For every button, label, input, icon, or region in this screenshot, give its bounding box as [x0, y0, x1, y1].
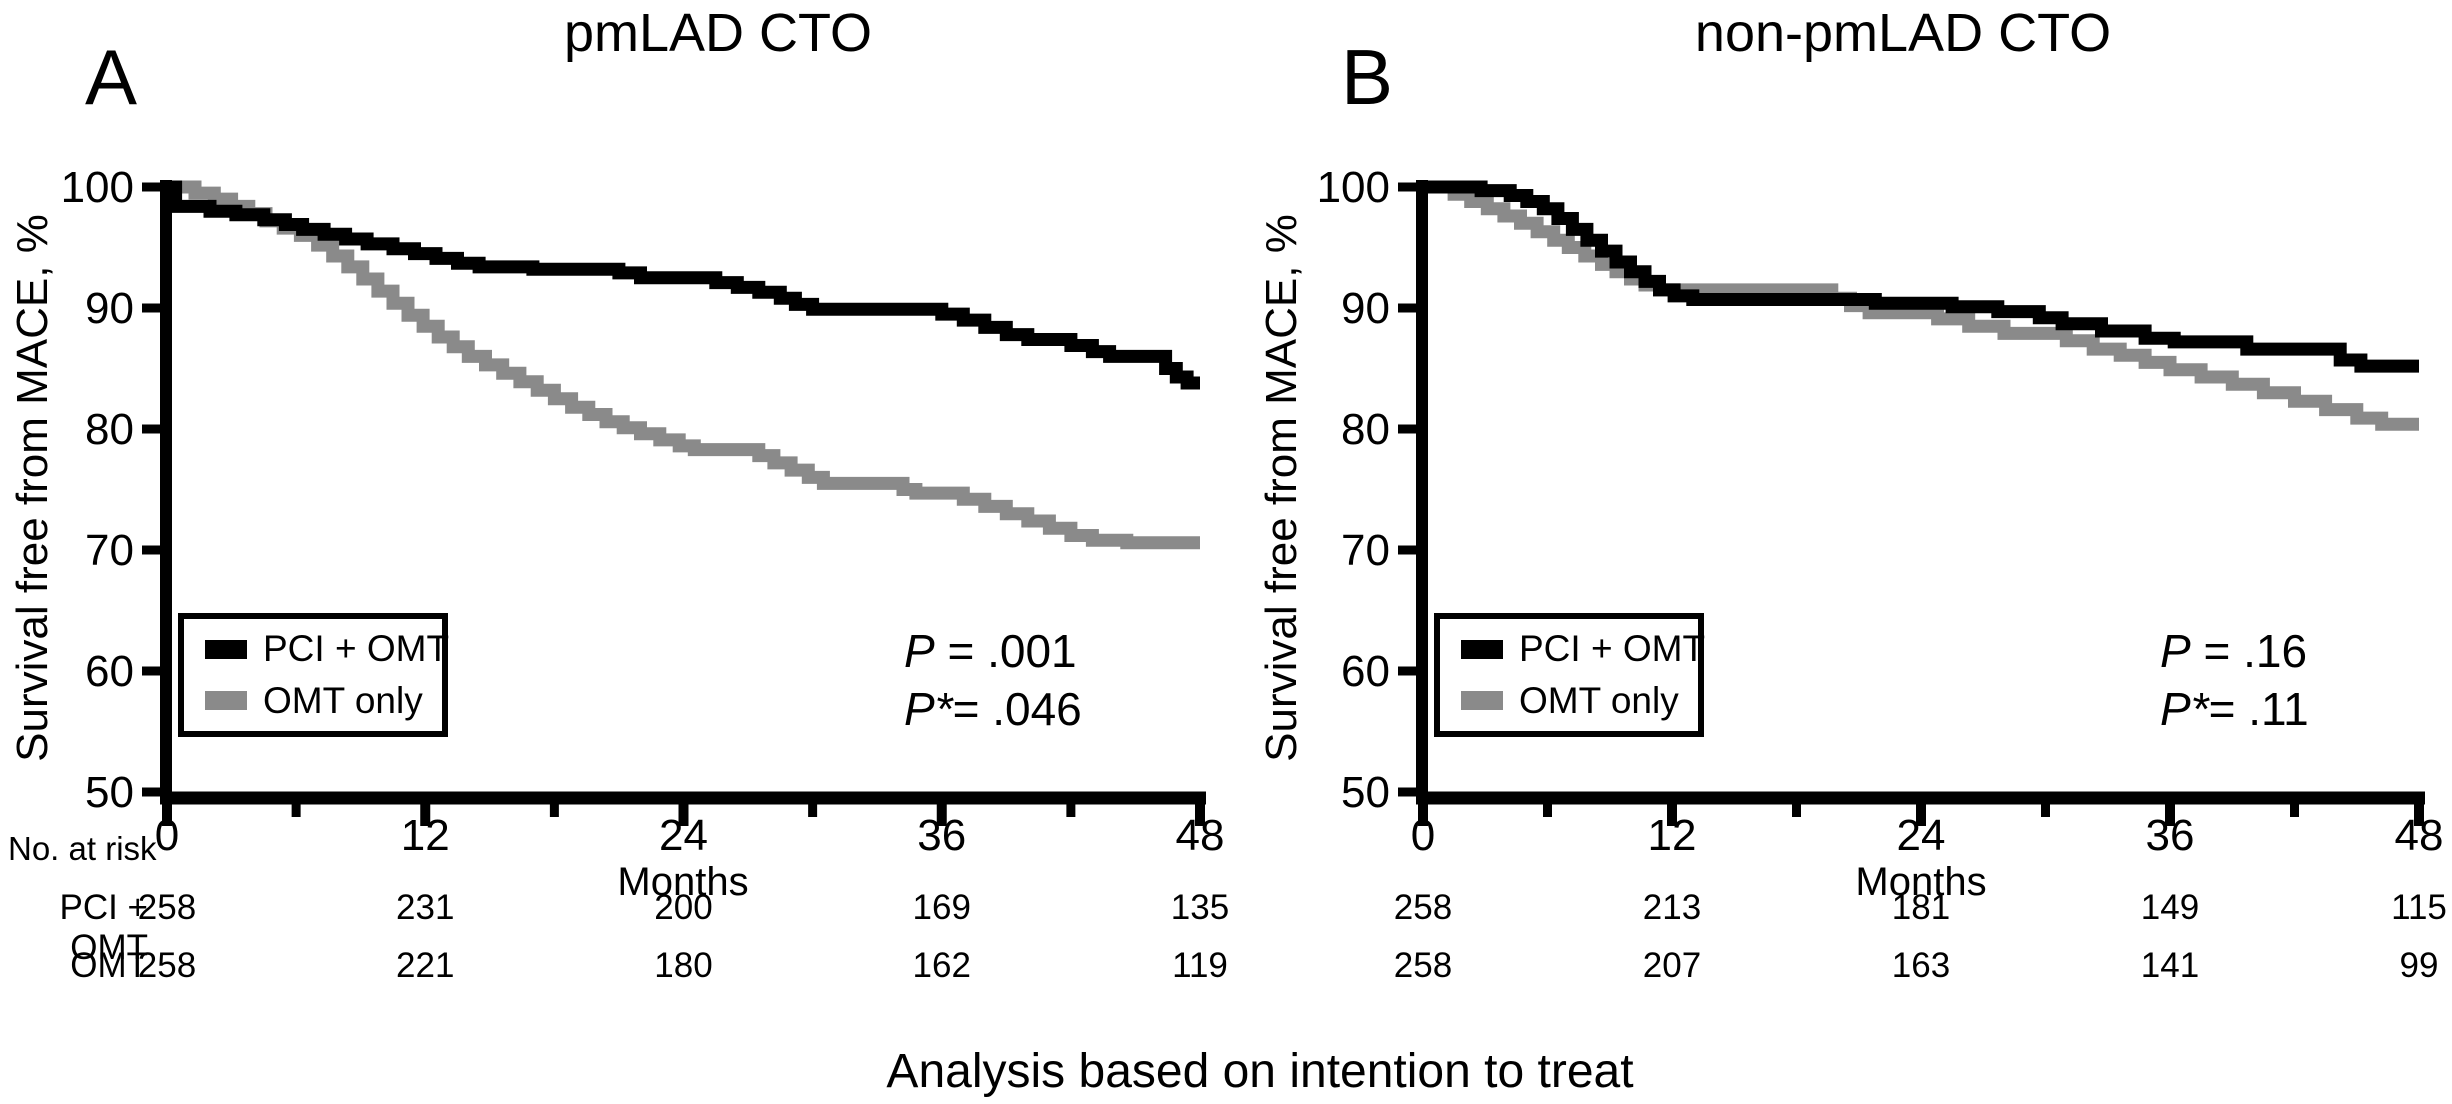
x-tick-label: 24 — [659, 811, 708, 860]
risk-value: 258 — [1393, 888, 1453, 927]
risk-value: 141 — [2140, 946, 2200, 985]
omt-only-swatch-icon — [1461, 691, 1503, 711]
risk-table-header: No. at risk — [8, 830, 157, 867]
y-tick-label: 60 — [85, 647, 134, 696]
pvalue-text: = .046 — [952, 683, 1082, 735]
pvalue-symbol: P — [904, 625, 935, 677]
pvalue-text: = .11 — [2208, 683, 2309, 735]
x-tick-label: 24 — [1897, 811, 1946, 860]
legend-item-label: OMT only — [263, 679, 423, 721]
y-tick-label: 100 — [61, 163, 134, 212]
pvalue-line: P*= .11 — [2160, 680, 2309, 738]
risk-value: 213 — [1642, 888, 1702, 927]
panel-b-letter: B — [1341, 33, 1394, 121]
legend-item-label: OMT only — [1519, 679, 1679, 721]
x-tick-label: 36 — [2146, 811, 2195, 860]
panel-a-letter: A — [85, 33, 138, 121]
risk-value: 149 — [2140, 888, 2200, 927]
x-tick-label: 48 — [1176, 811, 1225, 860]
risk-value: 99 — [2399, 946, 2439, 985]
x-tick-label: 0 — [1411, 811, 1435, 860]
pvalue-line: P = .001 — [904, 622, 1082, 680]
risk-value: 258 — [137, 946, 197, 985]
risk-value: 119 — [1172, 946, 1228, 985]
y-tick-label: 100 — [1317, 163, 1390, 212]
legend-item-label: PCI + OMT — [1519, 628, 1706, 670]
legend-item-pci-omt: PCI + OMT — [184, 628, 449, 670]
pvalue-symbol: P — [2160, 625, 2191, 677]
x-tick-label: 48 — [2395, 811, 2444, 860]
pci-omt-swatch-icon — [205, 639, 247, 659]
y-tick-label: 60 — [1341, 647, 1390, 696]
pci-omt-swatch-icon — [1461, 639, 1503, 659]
x-tick-label: 36 — [917, 811, 966, 860]
risk-value: 207 — [1642, 946, 1702, 985]
y-tick-label: 50 — [1341, 768, 1390, 817]
survival-curve-pci-omt — [167, 180, 1200, 390]
risk-value: 258 — [137, 888, 197, 927]
survival-curve-pci-omt — [1423, 180, 2419, 373]
pvalue-text: = .001 — [934, 625, 1077, 677]
pvalue-symbol: P* — [904, 683, 953, 735]
y-tick-label: 80 — [85, 405, 134, 454]
y-tick-label: 50 — [85, 768, 134, 817]
pvalue-line: P*= .046 — [904, 680, 1082, 738]
figure-caption: Analysis based on intention to treat — [886, 1045, 1634, 1098]
panel-a-pvalues: P = .001 P*= .046 — [904, 622, 1082, 738]
risk-value: 169 — [912, 888, 971, 927]
risk-value: 231 — [396, 888, 455, 927]
legend-item-omt-only: OMT only — [1440, 680, 1698, 722]
risk-value: 221 — [396, 946, 455, 985]
risk-value: 200 — [654, 888, 713, 927]
panel-b-legend: PCI + OMT OMT only — [1434, 613, 1705, 737]
pvalue-symbol: P* — [2160, 683, 2209, 735]
y-tick-label: 70 — [1341, 526, 1390, 575]
risk-value: 181 — [1891, 888, 1951, 927]
legend-item-omt-only: OMT only — [184, 680, 442, 722]
x-tick-label: 0 — [155, 811, 179, 860]
x-tick-label: 12 — [401, 811, 450, 860]
panel-b-x-axis-label: Months — [1855, 860, 1987, 904]
y-tick-label: 90 — [85, 284, 134, 333]
risk-value: 162 — [912, 946, 971, 985]
y-tick-label: 80 — [1341, 405, 1390, 454]
pvalue-text: = .16 — [2190, 625, 2308, 677]
legend-item-label: PCI + OMT — [263, 628, 450, 670]
risk-row-label-omt: OMT — [70, 946, 148, 985]
legend-item-pci-omt: PCI + OMT — [1440, 628, 1705, 670]
risk-value: 180 — [654, 946, 713, 985]
y-tick-label: 70 — [85, 526, 134, 575]
risk-value: 115 — [2391, 888, 2447, 927]
panel-a-legend: PCI + OMT OMT only — [178, 613, 449, 737]
risk-value: 163 — [1891, 946, 1951, 985]
panel-a-x-axis-label: Months — [617, 860, 749, 904]
omt-only-swatch-icon — [205, 691, 247, 711]
x-tick-label: 12 — [1648, 811, 1697, 860]
risk-value: 135 — [1170, 888, 1230, 927]
risk-value: 258 — [1393, 946, 1453, 985]
panel-a-title: pmLAD CTO — [563, 3, 873, 63]
pvalue-line: P = .16 — [2160, 622, 2309, 680]
panel-b-y-axis-label: Survival free from MACE, % — [1257, 214, 1306, 762]
risk-row-label-pci-omt: PCI + OMT — [59, 888, 148, 967]
panel-b-pvalues: P = .16 P*= .11 — [2160, 622, 2309, 738]
y-tick-label: 90 — [1341, 284, 1390, 333]
panel-b-title: non-pmLAD CTO — [1694, 3, 2112, 63]
panel-a-y-axis-label: Survival free from MACE, % — [8, 214, 57, 762]
